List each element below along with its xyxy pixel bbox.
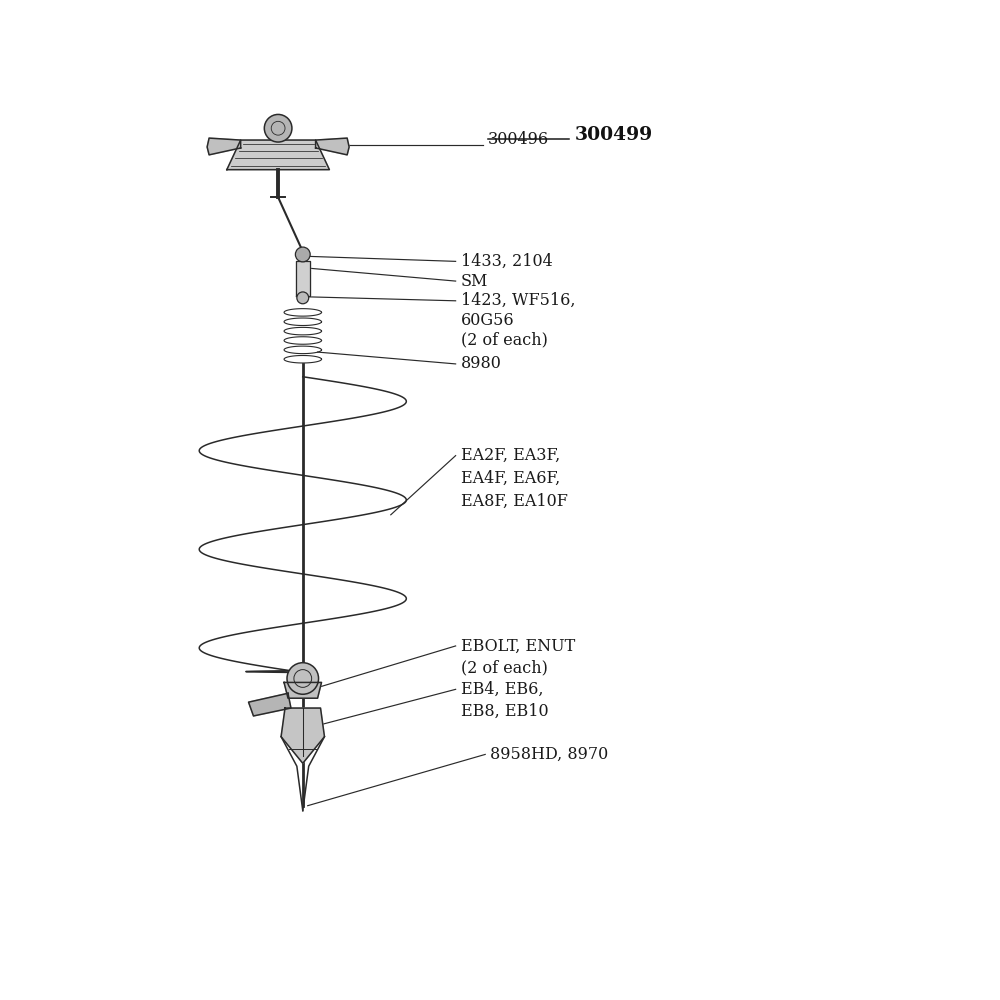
Text: EA2F, EA3F,: EA2F, EA3F, [461,447,560,464]
Text: EB4, EB6,: EB4, EB6, [461,681,543,698]
Text: 8958HD, 8970: 8958HD, 8970 [490,746,608,763]
Text: 8980: 8980 [461,355,501,372]
Text: 300496: 300496 [488,131,549,148]
Text: (2 of each): (2 of each) [461,332,547,349]
Circle shape [297,292,309,304]
Circle shape [287,663,319,694]
Polygon shape [281,708,324,763]
Text: EA4F, EA6F,: EA4F, EA6F, [461,470,560,487]
Circle shape [264,114,292,142]
Polygon shape [227,140,329,170]
Polygon shape [296,261,310,296]
Text: 1423, WF516,: 1423, WF516, [461,292,575,309]
Polygon shape [316,138,349,155]
Polygon shape [249,693,291,716]
Text: SM: SM [461,273,488,290]
Text: 1433, 2104: 1433, 2104 [461,253,552,270]
Text: (2 of each): (2 of each) [461,659,547,676]
Text: 300499: 300499 [575,126,653,144]
Circle shape [295,247,310,262]
Polygon shape [284,682,322,698]
Text: EBOLT, ENUT: EBOLT, ENUT [461,637,575,654]
Text: 60G56: 60G56 [461,312,514,329]
Text: EB8, EB10: EB8, EB10 [461,703,548,720]
Text: EA8F, EA10F: EA8F, EA10F [461,492,567,509]
Polygon shape [207,138,241,155]
